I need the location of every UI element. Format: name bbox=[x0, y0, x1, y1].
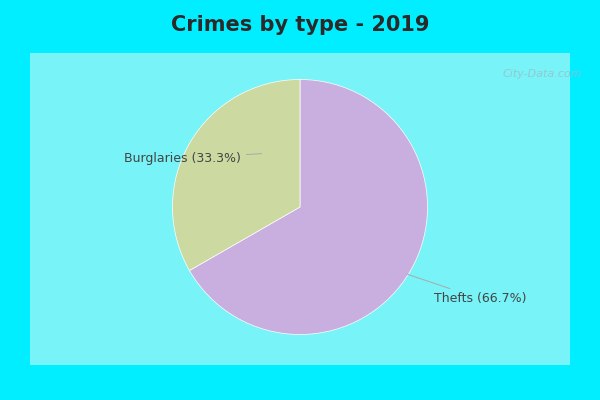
Text: City-Data.com: City-Data.com bbox=[503, 69, 582, 79]
Wedge shape bbox=[190, 80, 428, 334]
Text: Thefts (66.7%): Thefts (66.7%) bbox=[407, 274, 526, 305]
Text: Crimes by type - 2019: Crimes by type - 2019 bbox=[171, 15, 429, 35]
Text: Burglaries (33.3%): Burglaries (33.3%) bbox=[124, 152, 262, 165]
Wedge shape bbox=[173, 80, 300, 270]
